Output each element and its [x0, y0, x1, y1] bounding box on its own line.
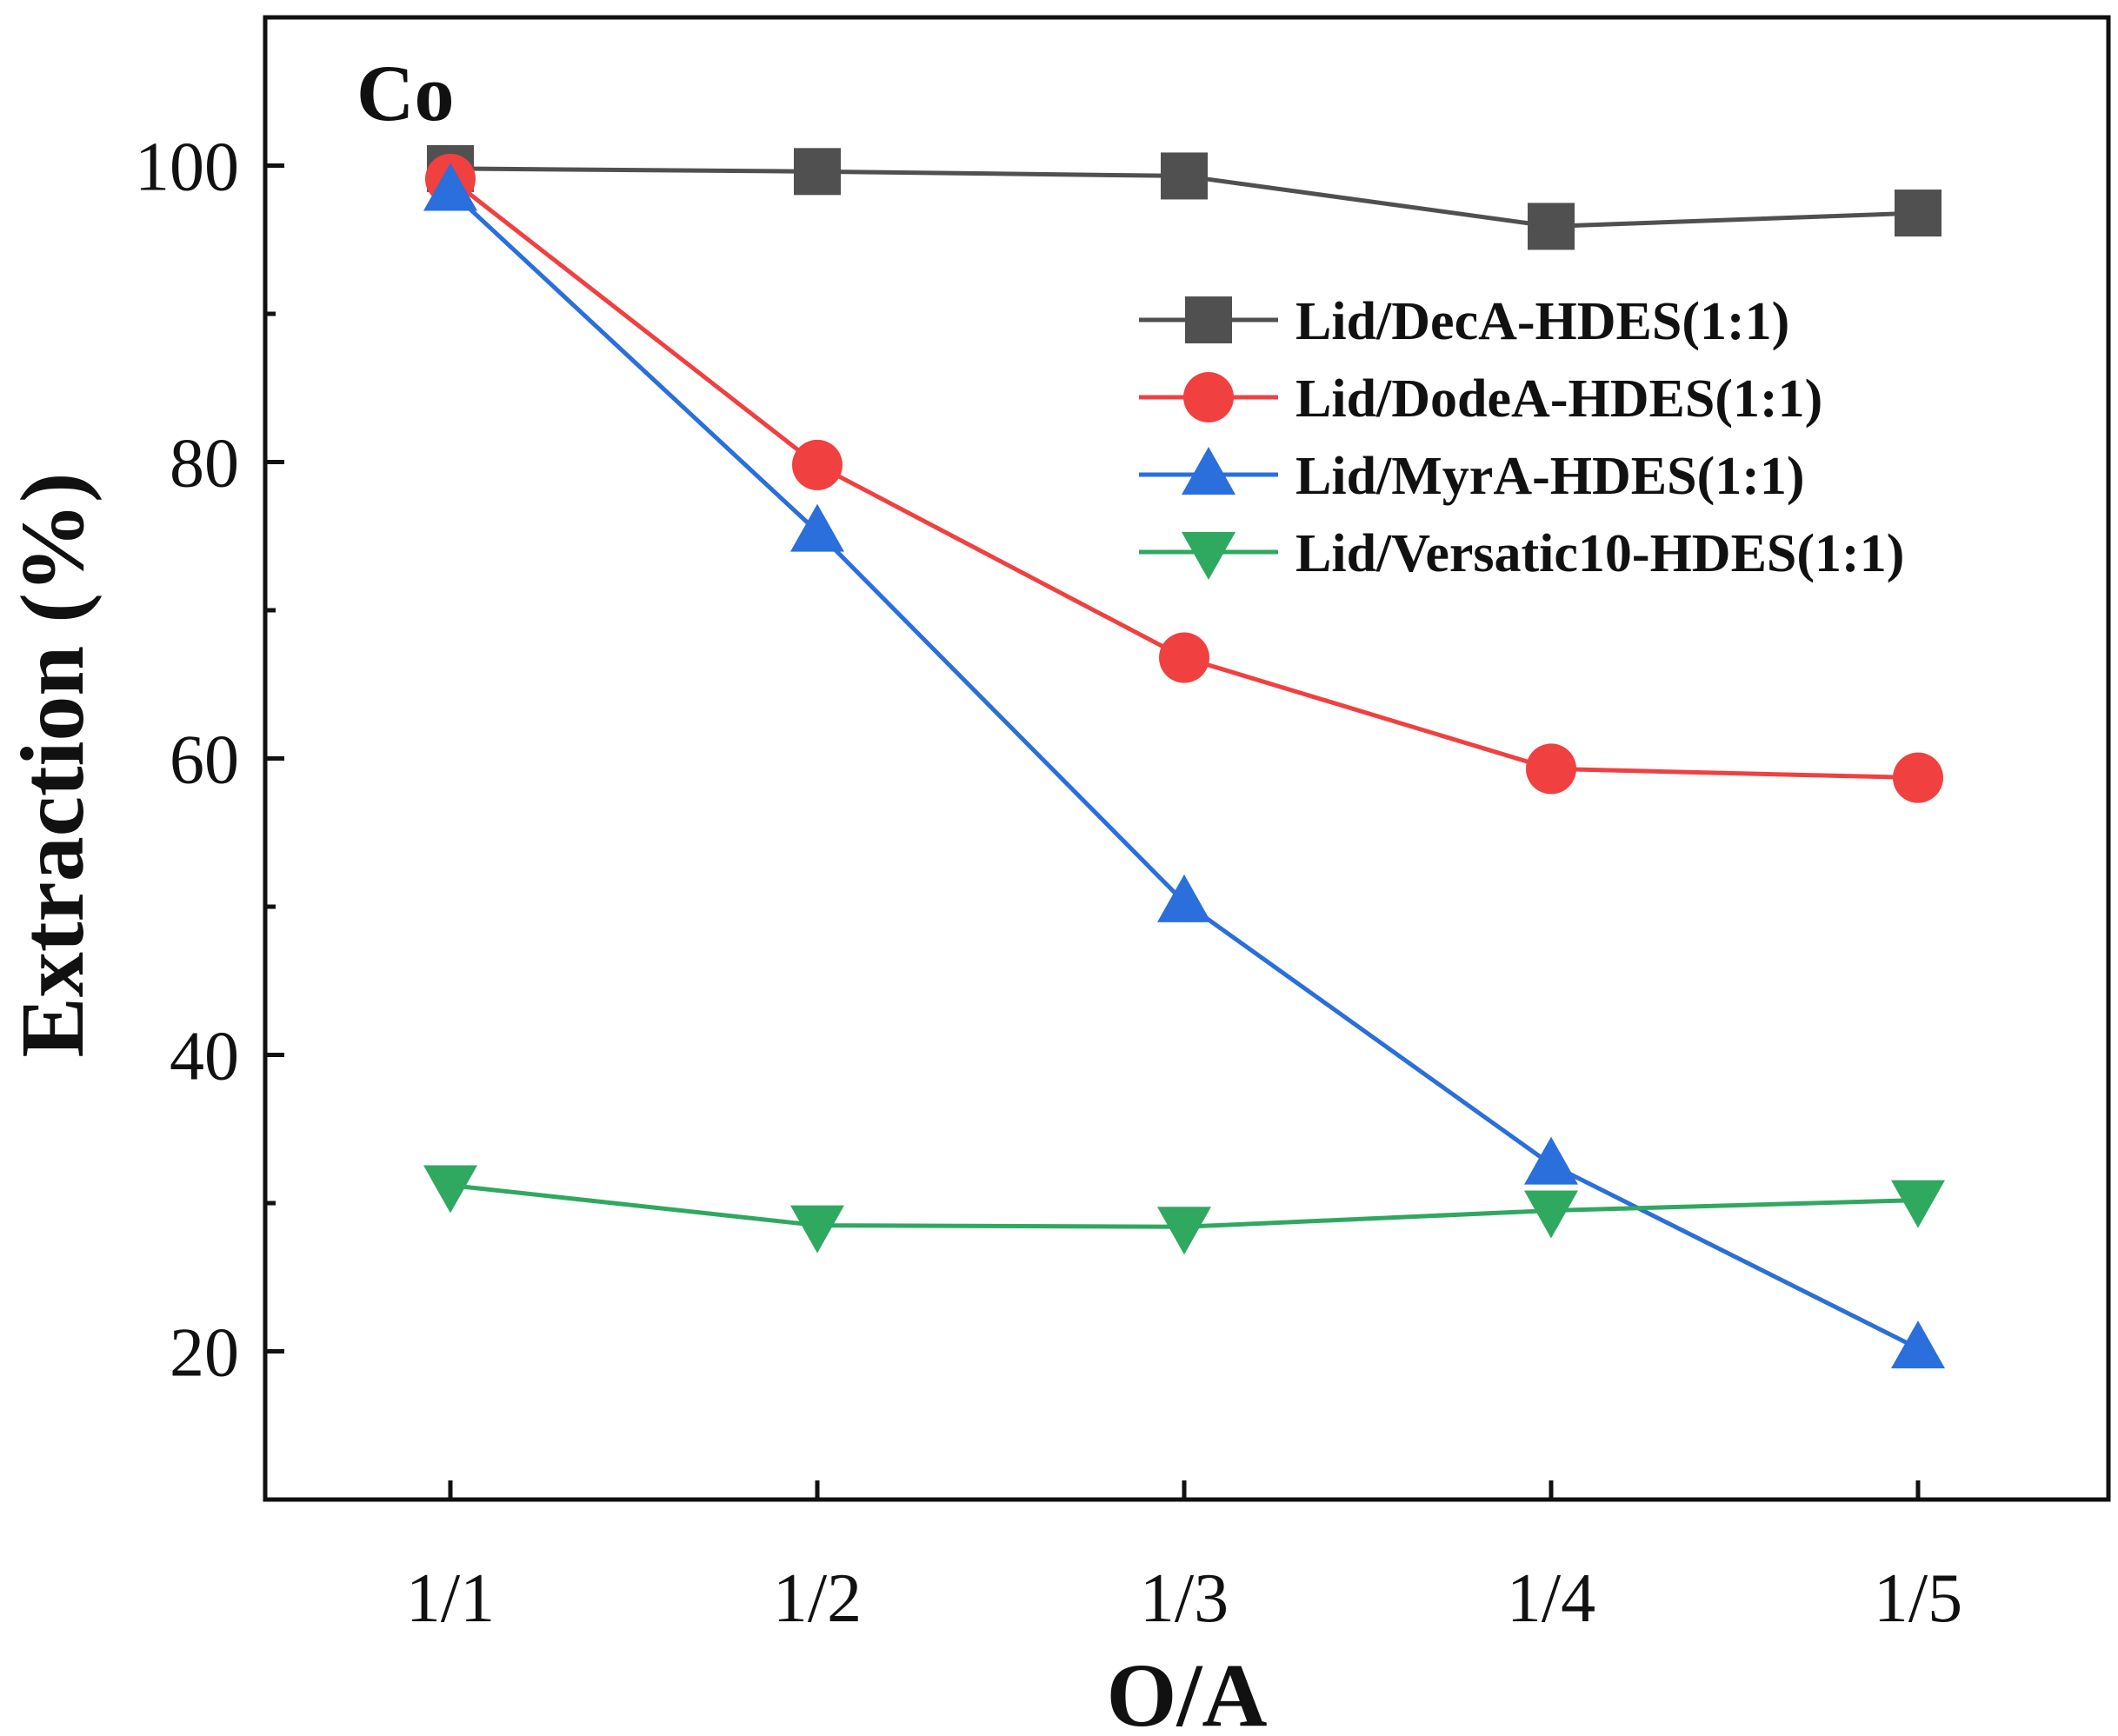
x-tick-label: 1/1	[406, 1560, 495, 1637]
series-layer	[423, 144, 1945, 1369]
series-line	[449, 189, 1920, 1351]
y-tick-label: 20	[170, 1315, 239, 1392]
legend-item: Lid/MyrA-HDES(1:1)	[1139, 447, 1805, 506]
x-tick-label: 1/4	[1507, 1560, 1595, 1637]
x-axis: 1/1 1/2 1/3 1/4 1/5	[406, 1480, 1962, 1637]
series-1	[427, 144, 1942, 250]
data-point	[1524, 1190, 1578, 1239]
plot-frame	[263, 15, 2111, 1502]
legend-item: Lid/DecA-HDES(1:1)	[1139, 292, 1789, 351]
legend-marker	[1182, 447, 1236, 495]
data-point	[1157, 874, 1211, 922]
series-4	[423, 1165, 1945, 1255]
data-point	[1159, 632, 1209, 683]
y-axis-title: Extraction (%)	[3, 473, 103, 1058]
y-tick-label: 80	[170, 426, 239, 502]
data-point	[1528, 203, 1575, 250]
data-point	[794, 148, 841, 196]
legend: Lid/DecA-HDES(1:1) Lid/DodeA-HDES(1:1) Lid…	[1139, 292, 1904, 583]
x-tick-label: 1/5	[1874, 1560, 1962, 1637]
data-point	[1893, 752, 1943, 803]
data-point	[1161, 152, 1208, 200]
y-tick-label: 100	[135, 130, 239, 206]
x-axis-title: O/A	[1107, 1646, 1268, 1736]
y-tick-label: 60	[170, 722, 239, 799]
data-point	[1526, 743, 1576, 795]
y-tick-label: 40	[170, 1019, 239, 1095]
legend-label: Lid/MyrA-HDES(1:1)	[1295, 447, 1805, 506]
x-tick-label: 1/3	[1140, 1560, 1229, 1637]
legend-label: Lid/DodeA-HDES(1:1)	[1295, 369, 1822, 429]
legend-item: Lid/Versatic10-HDES(1:1)	[1139, 524, 1904, 583]
legend-label: Lid/Versatic10-HDES(1:1)	[1295, 524, 1904, 583]
series-3	[423, 163, 1945, 1369]
data-point	[1895, 190, 1942, 237]
y-axis: 20 40 60 80 100	[135, 130, 284, 1392]
data-point	[1157, 1207, 1211, 1255]
data-point	[790, 503, 844, 552]
data-point	[1891, 1320, 1945, 1369]
legend-item: Lid/DodeA-HDES(1:1)	[1139, 369, 1822, 429]
legend-marker	[1185, 296, 1232, 343]
x-tick-label: 1/2	[773, 1560, 862, 1637]
legend-marker	[1182, 532, 1236, 580]
legend-marker	[1183, 372, 1234, 422]
panel-label: Co	[356, 49, 454, 137]
data-point	[792, 439, 843, 490]
plot-border	[263, 15, 2111, 1502]
legend-label: Lid/DecA-HDES(1:1)	[1295, 292, 1789, 351]
data-point	[423, 163, 477, 211]
data-point	[423, 1165, 477, 1214]
data-point	[1891, 1180, 1945, 1228]
data-point	[1524, 1136, 1578, 1185]
data-point	[790, 1205, 844, 1254]
